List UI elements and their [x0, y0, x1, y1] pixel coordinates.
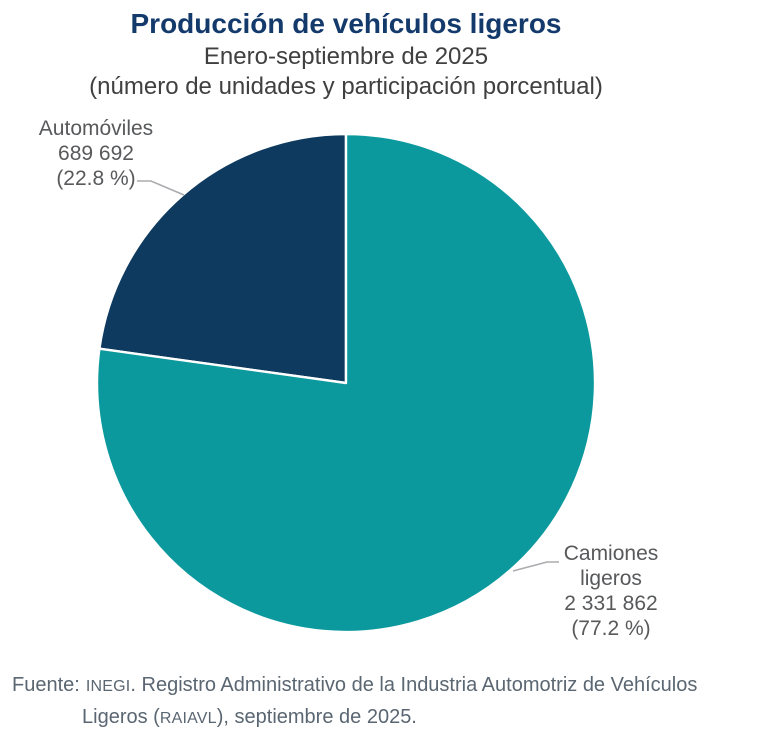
chart-subtitle: Enero-septiembre de 2025	[203, 43, 489, 70]
slice-label-text: Camiones	[563, 542, 659, 565]
slice-percentage: (22.8 %)	[56, 167, 136, 190]
leader-line-camiones-ligeros	[512, 561, 559, 572]
source-text: ), septiembre de 2025.	[216, 706, 417, 728]
chart-units-note: (número de unidades y participación porc…	[89, 73, 603, 100]
source-org: INEGI	[85, 678, 131, 695]
source-note: Fuente: INEGI. Registro Administrativo de…	[12, 670, 760, 730]
slice-value: 689 692	[58, 142, 134, 165]
source-text: . Registro Administrativo de la Industri…	[130, 674, 698, 696]
slice-value: 2 331 862	[564, 592, 658, 615]
pie-slice-camiones-ligeros	[95, 132, 597, 634]
source-line-1: Fuente: INEGI. Registro Administrativo de…	[12, 670, 760, 702]
source-prefix: Fuente:	[12, 674, 80, 696]
slice-label-text: Automóviles	[38, 117, 154, 140]
slice-percentage: (77.2 %)	[571, 617, 651, 640]
source-text: Ligeros (	[82, 706, 160, 728]
source-acronym: RAIAVL	[159, 710, 217, 727]
chart-header: Producción de vehículos ligeros Enero-se…	[0, 6, 692, 102]
pie-chart	[95, 132, 597, 634]
slice-label-camiones-ligeros: Camiones ligeros 2 331 862 (77.2 %)	[533, 541, 689, 641]
source-line-2: Ligeros (RAIAVL), septiembre de 2025.	[82, 702, 760, 730]
slice-label-text: ligeros	[580, 567, 642, 590]
slice-label-automoviles: Automóviles 689 692 (22.8 %)	[18, 116, 174, 191]
chart-title: Producción de vehículos ligeros	[130, 8, 562, 39]
leader-line-automoviles	[137, 180, 185, 196]
